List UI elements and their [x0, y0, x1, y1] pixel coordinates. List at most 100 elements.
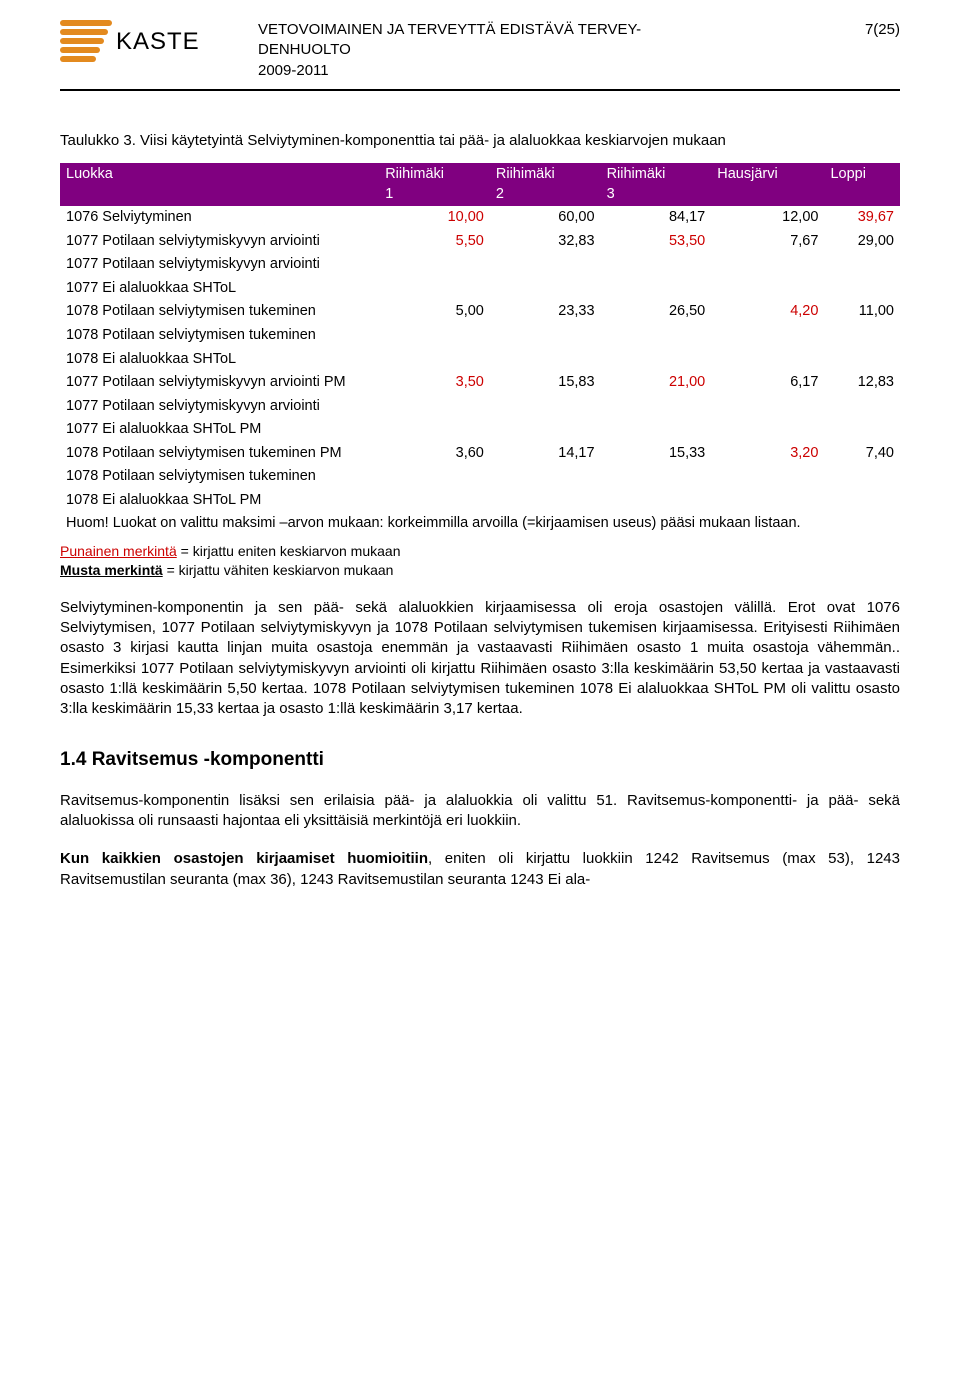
table-col-header: Luokka: [60, 163, 379, 206]
row-label: 1077 Ei alaluokkaa SHToL PM: [60, 418, 379, 442]
cell-value: 12,00: [711, 206, 824, 230]
cell-value: [711, 418, 824, 442]
cell-value: [379, 418, 490, 442]
table-row: 1077 Potilaan selviytymiskyvyn arviointi: [60, 395, 900, 419]
cell-value: 23,33: [490, 300, 601, 324]
cell-value: [490, 418, 601, 442]
row-label: 1078 Potilaan selviytymisen tukeminen: [60, 324, 379, 348]
table-col-header: Loppi: [824, 163, 900, 206]
cell-value: 5,50: [379, 230, 490, 254]
table-row: 1076 Selviytyminen10,0060,0084,1712,0039…: [60, 206, 900, 230]
table-col-header: Hausjärvi: [711, 163, 824, 206]
row-label: 1078 Potilaan selviytymisen tukeminen PM: [60, 442, 379, 466]
cell-value: 7,40: [824, 442, 900, 466]
cell-value: 4,20: [711, 300, 824, 324]
paragraph-3-bold: Kun kaikkien osastojen kirjaamiset huomi…: [60, 850, 428, 867]
logo-text: KASTE: [116, 26, 200, 58]
table-col-header: Riihimäki2: [490, 163, 601, 206]
cell-value: [490, 253, 601, 277]
cell-value: [490, 489, 601, 513]
cell-value: [824, 395, 900, 419]
cell-value: 5,00: [379, 300, 490, 324]
row-label: 1078 Ei alaluokkaa SHToL PM: [60, 489, 379, 513]
cell-value: [711, 253, 824, 277]
row-label: 1077 Potilaan selviytymiskyvyn arviointi: [60, 253, 379, 277]
cell-value: [824, 465, 900, 489]
data-table: LuokkaRiihimäki1Riihimäki2Riihimäki3Haus…: [60, 163, 900, 536]
legend: Punainen merkintä = kirjattu eniten kesk…: [60, 542, 900, 580]
cell-value: [379, 465, 490, 489]
header-title: VETOVOIMAINEN JA TERVEYTTÄ EDISTÄVÄ TERV…: [258, 20, 822, 81]
table-row: 1078 Potilaan selviytymisen tukeminen5,0…: [60, 300, 900, 324]
cell-value: [824, 253, 900, 277]
table-row: 1077 Potilaan selviytymiskyvyn arviointi…: [60, 371, 900, 395]
legend-bold-text: = kirjattu vähiten keskiarvon mukaan: [163, 562, 394, 578]
cell-value: [379, 253, 490, 277]
legend-red-label: Punainen merkintä: [60, 543, 177, 559]
table-header: LuokkaRiihimäki1Riihimäki2Riihimäki3Haus…: [60, 163, 900, 206]
legend-bold-label: Musta merkintä: [60, 562, 163, 578]
cell-value: 84,17: [601, 206, 712, 230]
cell-value: 29,00: [824, 230, 900, 254]
table-col-header: Riihimäki1: [379, 163, 490, 206]
cell-value: 6,17: [711, 371, 824, 395]
cell-value: [601, 465, 712, 489]
cell-value: [490, 395, 601, 419]
table-row: 1078 Potilaan selviytymisen tukeminen: [60, 324, 900, 348]
cell-value: 32,83: [490, 230, 601, 254]
cell-value: 15,83: [490, 371, 601, 395]
row-label: 1078 Potilaan selviytymisen tukeminen: [60, 300, 379, 324]
cell-value: 10,00: [379, 206, 490, 230]
table-row: 1077 Ei alaluokkaa SHToL: [60, 277, 900, 301]
table-col-header: Riihimäki3: [601, 163, 712, 206]
header-years: 2009-2011: [258, 61, 822, 81]
cell-value: [601, 348, 712, 372]
page-header: KASTE VETOVOIMAINEN JA TERVEYTTÄ EDISTÄV…: [60, 20, 900, 91]
cell-value: 39,67: [824, 206, 900, 230]
sun-icon: [60, 20, 112, 65]
cell-value: [601, 324, 712, 348]
table-caption: Taulukko 3. Viisi käytetyintä Selviytymi…: [60, 131, 900, 151]
cell-value: 21,00: [601, 371, 712, 395]
cell-value: 15,33: [601, 442, 712, 466]
cell-value: [824, 489, 900, 513]
cell-value: [601, 253, 712, 277]
cell-value: [601, 277, 712, 301]
table-row: 1077 Ei alaluokkaa SHToL PM: [60, 418, 900, 442]
cell-value: 12,83: [824, 371, 900, 395]
cell-value: [379, 324, 490, 348]
cell-value: [490, 324, 601, 348]
cell-value: [711, 395, 824, 419]
cell-value: [601, 395, 712, 419]
cell-value: [824, 277, 900, 301]
cell-value: [711, 465, 824, 489]
table-row: 1078 Potilaan selviytymisen tukeminen: [60, 465, 900, 489]
row-label: 1076 Selviytyminen: [60, 206, 379, 230]
row-label: 1078 Potilaan selviytymisen tukeminen: [60, 465, 379, 489]
cell-value: 7,67: [711, 230, 824, 254]
cell-value: 14,17: [490, 442, 601, 466]
paragraph-2: Ravitsemus-komponentin lisäksi sen erila…: [60, 791, 900, 832]
row-label: 1077 Potilaan selviytymiskyvyn arviointi: [60, 395, 379, 419]
section-heading: 1.4 Ravitsemus -komponentti: [60, 747, 900, 773]
table-row: 1077 Potilaan selviytymiskyvyn arviointi: [60, 253, 900, 277]
row-label: 1077 Potilaan selviytymiskyvyn arviointi: [60, 230, 379, 254]
cell-value: [490, 348, 601, 372]
cell-value: 3,60: [379, 442, 490, 466]
header-title-line2: DENHUOLTO: [258, 40, 822, 60]
cell-value: [824, 324, 900, 348]
legend-red-text: = kirjattu eniten keskiarvon mukaan: [177, 543, 401, 559]
cell-value: 53,50: [601, 230, 712, 254]
cell-value: [601, 489, 712, 513]
cell-value: [379, 277, 490, 301]
table-row: 1078 Ei alaluokkaa SHToL: [60, 348, 900, 372]
cell-value: [379, 395, 490, 419]
row-label: 1077 Potilaan selviytymiskyvyn arviointi…: [60, 371, 379, 395]
table-row: 1077 Potilaan selviytymiskyvyn arviointi…: [60, 230, 900, 254]
cell-value: 3,50: [379, 371, 490, 395]
paragraph-3: Kun kaikkien osastojen kirjaamiset huomi…: [60, 849, 900, 890]
table-row: 1078 Ei alaluokkaa SHToL PM: [60, 489, 900, 513]
cell-value: [601, 418, 712, 442]
cell-value: [379, 348, 490, 372]
cell-value: [490, 465, 601, 489]
